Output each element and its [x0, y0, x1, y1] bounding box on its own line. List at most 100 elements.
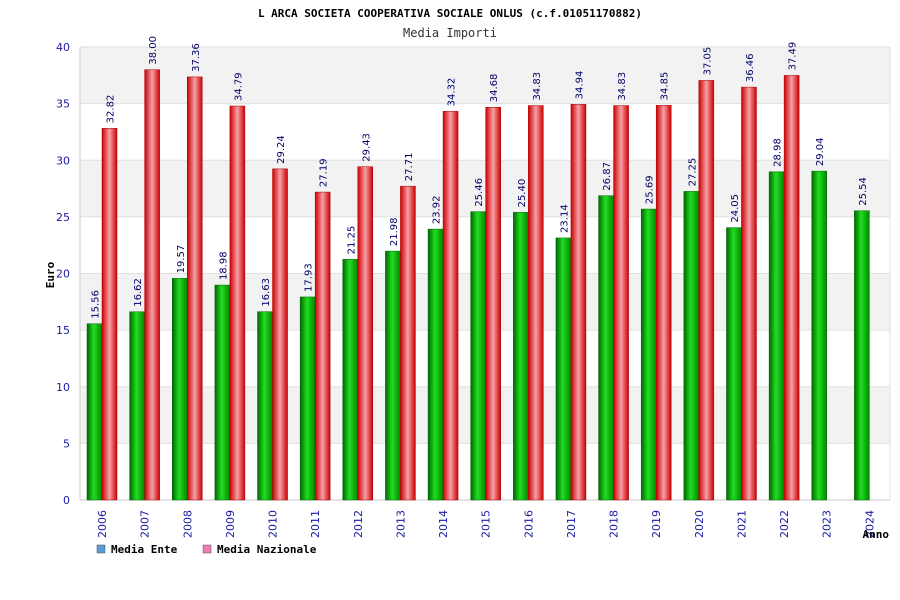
- x-axis-ticks: 2006 2007 2008 2009 2010 2011 2012 2013 2014 2015…: [96, 510, 876, 538]
- bar-media-ente: [598, 195, 614, 501]
- data-label: 29.24: [276, 135, 287, 164]
- bar-media-nazionale: [613, 105, 629, 501]
- x-tick-label: 2023: [821, 510, 834, 538]
- y-tick-label: 25: [56, 211, 70, 224]
- bar-media-ente: [811, 170, 827, 501]
- bar-media-nazionale: [741, 86, 757, 501]
- data-label: 28.98: [773, 138, 784, 167]
- bar-media-ente: [640, 208, 657, 501]
- y-tick-label: 0: [63, 494, 70, 507]
- y-tick-label: 40: [56, 41, 70, 54]
- data-label: 34.79: [233, 72, 244, 101]
- x-tick-label: 2011: [309, 510, 322, 538]
- y-tick-label: 5: [63, 437, 70, 450]
- bar-media-ente: [214, 284, 231, 501]
- data-label: 25.69: [645, 175, 656, 204]
- bar-media-nazionale: [528, 105, 544, 501]
- data-label: 38.00: [148, 36, 159, 65]
- y-tick-label: 10: [56, 381, 70, 394]
- data-label: 37.36: [191, 43, 202, 72]
- x-tick-label: 2009: [224, 510, 237, 538]
- y-axis-label: Euro: [44, 261, 57, 288]
- bar-media-ente: [385, 250, 401, 501]
- y-tick-label: 30: [56, 154, 70, 167]
- data-label: 18.98: [218, 251, 229, 280]
- data-label: 37.49: [788, 42, 799, 71]
- x-tick-label: 2019: [650, 510, 663, 538]
- y-tick-label: 15: [56, 324, 70, 337]
- data-label: 27.71: [404, 153, 415, 182]
- bar-media-ente: [172, 278, 188, 501]
- bar-media-nazionale: [144, 69, 160, 501]
- bar-media-nazionale: [229, 105, 246, 501]
- x-tick-label: 2016: [522, 510, 535, 538]
- bar-media-ente: [129, 311, 145, 501]
- data-label: 29.43: [361, 133, 372, 162]
- x-tick-label: 2013: [394, 510, 407, 538]
- x-tick-label: 2010: [267, 510, 280, 538]
- bar-media-ente: [86, 323, 103, 501]
- data-label: 29.04: [815, 137, 826, 166]
- data-label: 34.85: [660, 72, 671, 101]
- bar-media-ente: [683, 191, 700, 501]
- data-label: 24.05: [730, 194, 741, 223]
- y-tick-label: 35: [56, 98, 70, 111]
- legend-swatch: [96, 544, 106, 554]
- data-label: 21.98: [389, 217, 400, 246]
- x-tick-label: 2021: [735, 510, 748, 538]
- data-label: 26.87: [602, 162, 613, 191]
- bar-media-ente: [257, 311, 273, 501]
- data-label: 23.92: [432, 195, 443, 224]
- x-tick-label: 2014: [437, 510, 450, 538]
- legend-swatch: [202, 544, 212, 554]
- bars: 15.56 32.82 16.62 38.00 19.57 37.36 18.98 34.79…: [86, 36, 870, 501]
- bar-media-ente: [513, 212, 529, 501]
- x-tick-label: 2008: [181, 510, 194, 538]
- data-label: 37.05: [702, 47, 713, 76]
- data-label: 16.63: [261, 278, 272, 307]
- x-tick-label: 2007: [139, 510, 152, 538]
- bar-media-ente: [768, 171, 785, 501]
- bar-media-nazionale: [485, 106, 501, 501]
- bar-media-ente: [342, 259, 359, 501]
- y-axis-ticks: 0 5 10 15 20 25 30 35 40: [56, 41, 70, 507]
- bar-media-ente: [854, 210, 870, 501]
- bar-media-nazionale: [101, 128, 118, 501]
- bar-media-nazionale: [314, 191, 331, 501]
- x-tick-label: 2006: [96, 510, 109, 538]
- data-label: 21.25: [346, 226, 357, 255]
- data-label: 25.54: [858, 177, 869, 206]
- x-tick-label: 2018: [608, 510, 621, 538]
- data-label: 19.57: [176, 245, 187, 274]
- chart-title: L ARCA SOCIETA COOPERATIVA SOCIALE ONLUS…: [258, 7, 642, 20]
- data-label: 23.14: [559, 204, 570, 233]
- data-label: 15.56: [91, 290, 102, 319]
- data-label: 34.94: [574, 71, 585, 100]
- bar-media-nazionale: [442, 111, 459, 501]
- data-label: 34.83: [617, 72, 628, 101]
- data-label: 25.40: [517, 179, 528, 208]
- legend: Media Ente Media Nazionale: [96, 543, 317, 556]
- bar-media-ente: [555, 237, 572, 501]
- x-tick-label: 2012: [352, 510, 365, 538]
- data-label: 27.19: [319, 158, 330, 187]
- bar-media-ente: [427, 228, 444, 501]
- bar-media-nazionale: [570, 104, 587, 501]
- x-tick-label: 2024: [863, 510, 876, 538]
- x-tick-label: 2015: [480, 510, 493, 538]
- legend-label: Media Ente: [111, 543, 178, 556]
- chart-subtitle: Media Importi: [403, 26, 497, 40]
- data-label: 16.62: [133, 278, 144, 307]
- bar-media-nazionale: [698, 80, 715, 501]
- data-label: 27.25: [687, 158, 698, 187]
- data-label: 17.93: [304, 263, 315, 292]
- bar-media-ente: [726, 227, 742, 501]
- bar-media-nazionale: [272, 168, 288, 501]
- bar-media-ente: [299, 296, 316, 501]
- bar-media-nazionale: [357, 166, 374, 501]
- bar-media-nazionale: [400, 185, 416, 501]
- data-label: 34.83: [532, 72, 543, 101]
- data-label: 25.46: [474, 178, 485, 207]
- bar-media-nazionale: [187, 76, 203, 501]
- data-label: 32.82: [106, 95, 117, 124]
